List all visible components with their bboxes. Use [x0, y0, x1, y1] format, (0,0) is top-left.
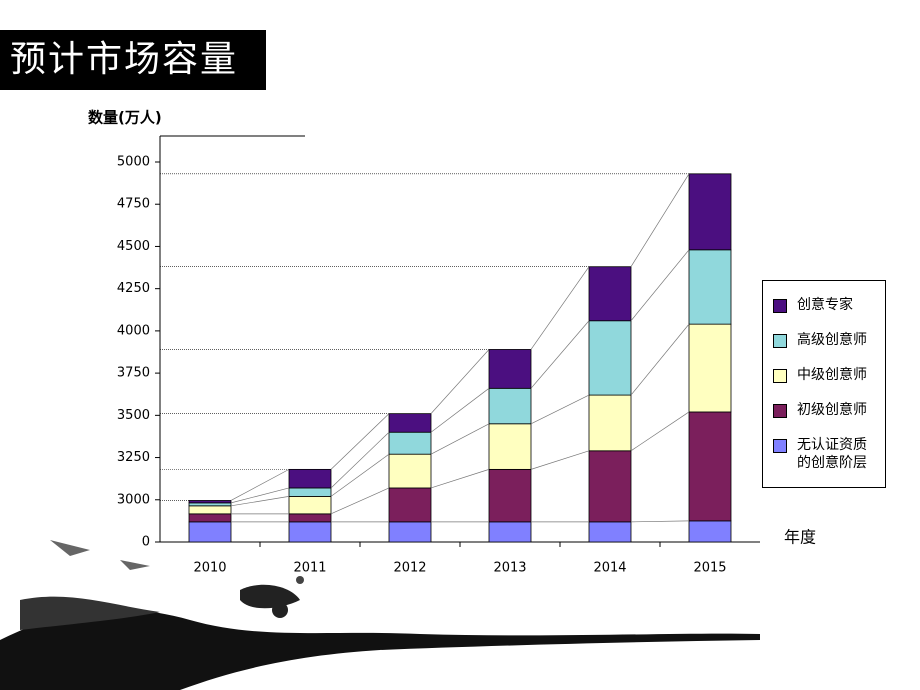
legend-swatch [773, 404, 787, 419]
x-axis-label: 年度 [784, 528, 816, 547]
bar-segment [488, 349, 532, 389]
bar-segment [288, 495, 332, 515]
x-tick-label: 2013 [493, 561, 526, 576]
connector [530, 450, 590, 470]
connector [530, 320, 590, 389]
bar-segment [188, 521, 232, 543]
legend-label: 中级创意师 [797, 366, 867, 383]
legend-item: 初级创意师 [773, 401, 875, 419]
bar-segment [288, 521, 332, 543]
legend: 无认证资质的创意阶层 初级创意师 中级创意师 高级创意师 创意专家 [762, 280, 886, 488]
connector [230, 469, 290, 501]
bar-segment [388, 521, 432, 543]
connector [330, 453, 390, 497]
bar-segment [588, 450, 632, 523]
connector [330, 487, 390, 515]
x-tick-label: 2010 [193, 561, 226, 576]
bar-segment [688, 520, 732, 543]
bar-segment [388, 431, 432, 455]
connector [430, 349, 490, 414]
bar-segment [588, 394, 632, 452]
bar-segment [188, 513, 232, 523]
bar-segment [688, 411, 732, 522]
legend-item: 创意专家 [773, 296, 875, 314]
x-tick-label: 2015 [693, 561, 726, 576]
legend-item: 无认证资质的创意阶层 [773, 436, 875, 472]
y-axis-label: 数量(万人) [88, 109, 162, 127]
connector [430, 423, 490, 455]
connector [430, 469, 490, 489]
y-tick-label: 4000 [117, 323, 150, 338]
connector [630, 411, 690, 452]
bar-segment [588, 320, 632, 396]
connector [630, 249, 690, 321]
connector [530, 266, 590, 350]
legend-label: 初级创意师 [797, 402, 867, 419]
y-tick-label: 5000 [117, 155, 150, 170]
bar-segment [388, 453, 432, 489]
bar-segment [188, 505, 232, 515]
bar-segment [588, 266, 632, 322]
bar-segment [688, 173, 732, 251]
ink-splash [0, 540, 760, 690]
bar-segment [688, 249, 732, 325]
y-tick-label: 3000 [117, 492, 150, 507]
y-tick-label: 3250 [117, 450, 150, 465]
y-tick-label: 4500 [117, 239, 150, 254]
connector [330, 413, 390, 470]
x-tick-label: 2012 [393, 561, 426, 576]
connector [230, 496, 290, 507]
y-tick-label: 0 [142, 535, 150, 550]
legend-label: 创意专家 [797, 296, 853, 313]
legend-item: 中级创意师 [773, 366, 875, 384]
connector [630, 323, 690, 396]
bar-segment [288, 513, 332, 523]
connector [230, 487, 290, 504]
y-tick-label: 4250 [117, 281, 150, 296]
x-tick-label: 2011 [293, 561, 326, 576]
y-tick-label: 3750 [117, 366, 150, 381]
legend-swatch [773, 368, 787, 383]
bar-segment [188, 502, 232, 507]
legend-item: 高级创意师 [773, 331, 875, 349]
y-tick-label: 3500 [117, 408, 150, 423]
bar-segment [488, 423, 532, 470]
legend-swatch [773, 439, 787, 454]
bar-segment [588, 521, 632, 543]
legend-label: 高级创意师 [797, 331, 867, 348]
x-tick-label: 2014 [593, 561, 626, 576]
bar-segment [388, 413, 432, 433]
connector [330, 431, 390, 489]
page-title: 预计市场容量 [0, 30, 266, 90]
legend-swatch [773, 333, 787, 348]
y-tick-label: 4750 [117, 197, 150, 212]
bar-segment [188, 500, 232, 504]
bar-segment [488, 387, 532, 425]
bar-segment [488, 468, 532, 523]
bar-segment [288, 468, 332, 489]
connector [630, 173, 690, 267]
bar-segment [288, 487, 332, 497]
legend-label: 无认证资质的创意阶层 [797, 437, 867, 472]
connector [530, 394, 590, 425]
connector [630, 520, 690, 523]
connector [430, 388, 490, 433]
bar-segment [388, 487, 432, 523]
bar-segment [688, 323, 732, 413]
legend-swatch [773, 298, 787, 313]
bar-segment [488, 521, 532, 543]
